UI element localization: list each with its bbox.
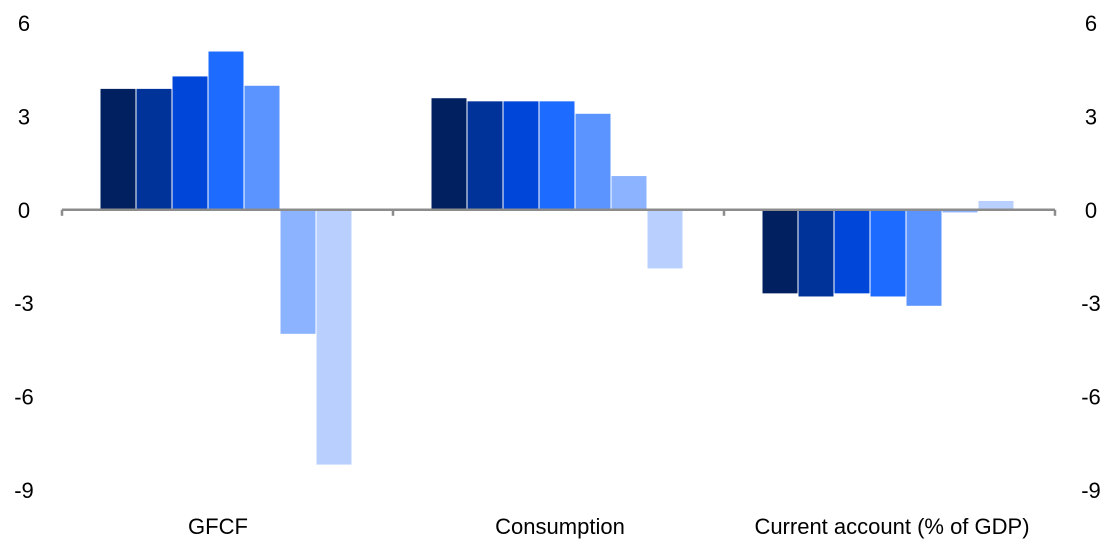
bar-series7-current-account-of-gdp	[977, 199, 1015, 211]
bar-series2-consumption	[466, 100, 504, 211]
category-labels: GFCF Consumption Current account (% of GDP…	[188, 514, 1030, 539]
right-tick-label: -9	[1081, 478, 1101, 503]
left-tick-label: -6	[14, 385, 34, 410]
right-tick-label: 3	[1085, 104, 1097, 129]
category-label: GFCF	[188, 514, 248, 539]
category-label: Consumption	[495, 514, 625, 539]
right-tick-label: -6	[1081, 385, 1101, 410]
bar-series6-consumption	[610, 175, 648, 211]
left-tick-label: 3	[18, 104, 30, 129]
bar-series5-current-account-of-gdp	[905, 209, 943, 307]
category-label: Current account (% of GDP)	[754, 514, 1029, 539]
right-tick-label: 0	[1085, 198, 1097, 223]
bar-series4-gfcf	[207, 50, 245, 211]
bar-series1-current-account-of-gdp	[761, 209, 799, 295]
bar-series1-gfcf	[99, 87, 137, 211]
left-tick-label: 0	[18, 198, 30, 223]
bar-series3-consumption	[502, 100, 540, 211]
left-tick-label: 6	[18, 11, 30, 36]
bar-series5-consumption	[574, 112, 612, 211]
right-tick-label: 6	[1085, 11, 1097, 36]
bar-series7-gfcf	[315, 209, 353, 466]
left-tick-label: -9	[14, 478, 34, 503]
right-axis-tick-labels: 6 3 0 -3 -6 -9	[1081, 11, 1101, 503]
bar-series6-gfcf	[279, 209, 317, 335]
bars-layer	[99, 50, 1015, 466]
bar-series2-current-account-of-gdp	[797, 209, 835, 298]
right-tick-label: -3	[1081, 291, 1101, 316]
bar-series3-current-account-of-gdp	[833, 209, 871, 295]
left-axis-tick-labels: 6 3 0 -3 -6 -9	[14, 11, 34, 503]
bar-series3-gfcf	[171, 75, 209, 211]
bar-series2-gfcf	[135, 87, 173, 211]
bar-series4-consumption	[538, 100, 576, 211]
bar-series5-gfcf	[243, 84, 281, 211]
left-tick-label: -3	[14, 291, 34, 316]
bar-series4-current-account-of-gdp	[869, 209, 907, 298]
axis-layer	[60, 208, 1057, 216]
bar-series1-consumption	[430, 97, 468, 211]
bar-series7-consumption	[646, 209, 684, 270]
